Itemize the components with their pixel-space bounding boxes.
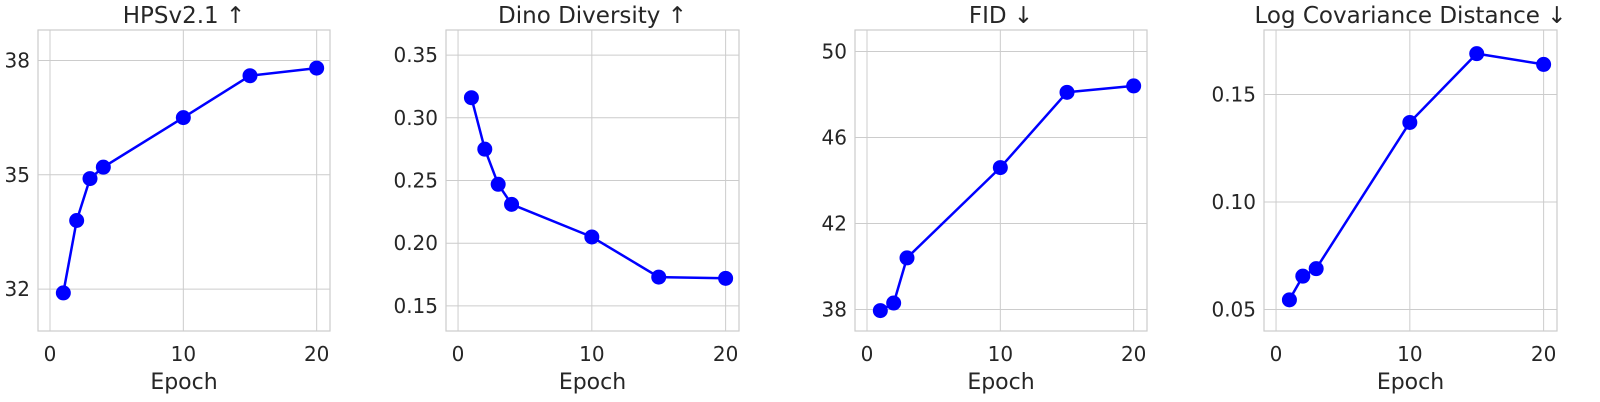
chart-title: Log Covariance Distance ↓ bbox=[1254, 3, 1566, 29]
y-tick-label: 32 bbox=[5, 277, 30, 301]
plot-frame bbox=[1263, 29, 1558, 332]
data-point bbox=[1536, 56, 1552, 72]
x-tick-label: 10 bbox=[988, 342, 1013, 366]
x-tick-label: 20 bbox=[304, 342, 329, 366]
x-axis-label: Epoch bbox=[1377, 370, 1444, 395]
y-tick-label: 0.25 bbox=[393, 169, 438, 193]
x-tick-label: 10 bbox=[1397, 342, 1422, 366]
y-tick-label: 0.35 bbox=[393, 43, 438, 67]
plot-frame bbox=[37, 29, 331, 332]
series-line bbox=[470, 97, 726, 280]
x-axis-label: Epoch bbox=[559, 370, 626, 395]
chart-title: Dino Diversity ↑ bbox=[498, 3, 687, 29]
chart-panel-1: 0 10 20 32 35 38 HPSv2.1 ↑ Epoch bbox=[5, 3, 331, 395]
y-tick-label: 46 bbox=[822, 126, 847, 150]
data-point bbox=[1281, 292, 1297, 308]
data-point bbox=[1402, 114, 1418, 130]
data-point bbox=[95, 159, 111, 175]
data-point bbox=[718, 270, 734, 286]
data-point bbox=[175, 110, 191, 126]
x-tick-label: 20 bbox=[1121, 342, 1146, 366]
data-point bbox=[1308, 261, 1324, 277]
data-point bbox=[899, 250, 915, 266]
chart-title: FID ↓ bbox=[969, 3, 1033, 29]
data-point bbox=[490, 176, 506, 192]
x-tick-label: 10 bbox=[579, 342, 604, 366]
data-point bbox=[82, 171, 98, 187]
data-point bbox=[886, 295, 902, 311]
y-tick-label: 38 bbox=[822, 298, 847, 322]
series-line bbox=[62, 66, 317, 294]
plot-frame bbox=[854, 29, 1148, 332]
data-point bbox=[463, 90, 479, 106]
chart-panel-3: 0 10 20 38 42 46 50 FID ↓ Epoch bbox=[822, 3, 1148, 395]
chart-title: HPSv2.1 ↑ bbox=[123, 3, 246, 29]
x-tick-label: 10 bbox=[171, 342, 196, 366]
y-tick-label: 0.05 bbox=[1211, 298, 1256, 322]
data-point bbox=[1059, 84, 1075, 100]
y-tick-label: 35 bbox=[5, 163, 30, 187]
data-point bbox=[1469, 46, 1485, 62]
chart-panel-4: 0 10 20 0.05 0.10 0.15 Log Covariance Distance… bbox=[1211, 3, 1566, 395]
series-line bbox=[879, 84, 1134, 312]
series-line bbox=[1288, 52, 1544, 301]
y-tick-label: 0.15 bbox=[393, 294, 438, 318]
data-point bbox=[1126, 78, 1142, 94]
data-point bbox=[477, 141, 493, 157]
x-tick-label: 0 bbox=[44, 342, 57, 366]
data-point bbox=[1295, 268, 1311, 284]
data-point bbox=[992, 160, 1008, 176]
data-point bbox=[584, 229, 600, 245]
y-tick-label: 50 bbox=[822, 40, 847, 64]
data-point bbox=[872, 303, 888, 319]
y-tick-label: 0.20 bbox=[393, 231, 438, 255]
y-tick-label: 38 bbox=[5, 48, 30, 72]
data-point bbox=[504, 196, 520, 212]
data-point bbox=[309, 60, 325, 76]
data-point bbox=[242, 68, 258, 84]
x-tick-label: 0 bbox=[452, 342, 465, 366]
data-point bbox=[55, 285, 71, 301]
plot-frame bbox=[445, 29, 740, 332]
y-tick-label: 0.30 bbox=[393, 106, 438, 130]
x-axis-label: Epoch bbox=[150, 370, 217, 395]
data-point bbox=[651, 269, 667, 285]
x-axis-label: Epoch bbox=[967, 370, 1034, 395]
x-tick-label: 0 bbox=[1270, 342, 1283, 366]
x-tick-label: 20 bbox=[713, 342, 738, 366]
y-tick-label: 42 bbox=[822, 212, 847, 236]
chart-panel-2: 0 10 20 0.15 0.20 0.25 0.30 0.35 Dino Diversity … bbox=[393, 3, 740, 395]
x-tick-label: 0 bbox=[861, 342, 874, 366]
y-tick-label: 0.15 bbox=[1211, 83, 1256, 107]
y-tick-label: 0.10 bbox=[1211, 190, 1256, 214]
x-tick-label: 20 bbox=[1531, 342, 1556, 366]
data-point bbox=[69, 213, 85, 229]
